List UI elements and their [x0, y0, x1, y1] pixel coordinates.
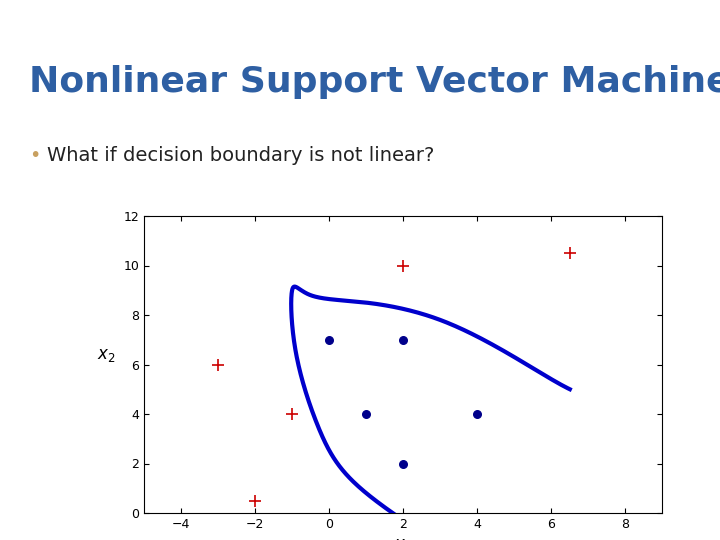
- Point: [397, 335, 409, 344]
- Point: [397, 261, 409, 270]
- X-axis label: $x_1$: $x_1$: [394, 536, 413, 540]
- Point: [564, 249, 575, 258]
- Point: [397, 459, 409, 468]
- Point: [361, 410, 372, 418]
- Point: [249, 496, 261, 505]
- Text: Nonlinear Support Vector Machines: Nonlinear Support Vector Machines: [29, 65, 720, 99]
- Point: [287, 410, 298, 418]
- Text: •: •: [29, 146, 40, 165]
- Y-axis label: $x_2$: $x_2$: [97, 347, 116, 364]
- Point: [212, 360, 224, 369]
- Text: What if decision boundary is not linear?: What if decision boundary is not linear?: [47, 146, 434, 165]
- Point: [472, 410, 483, 418]
- Point: [323, 335, 335, 344]
